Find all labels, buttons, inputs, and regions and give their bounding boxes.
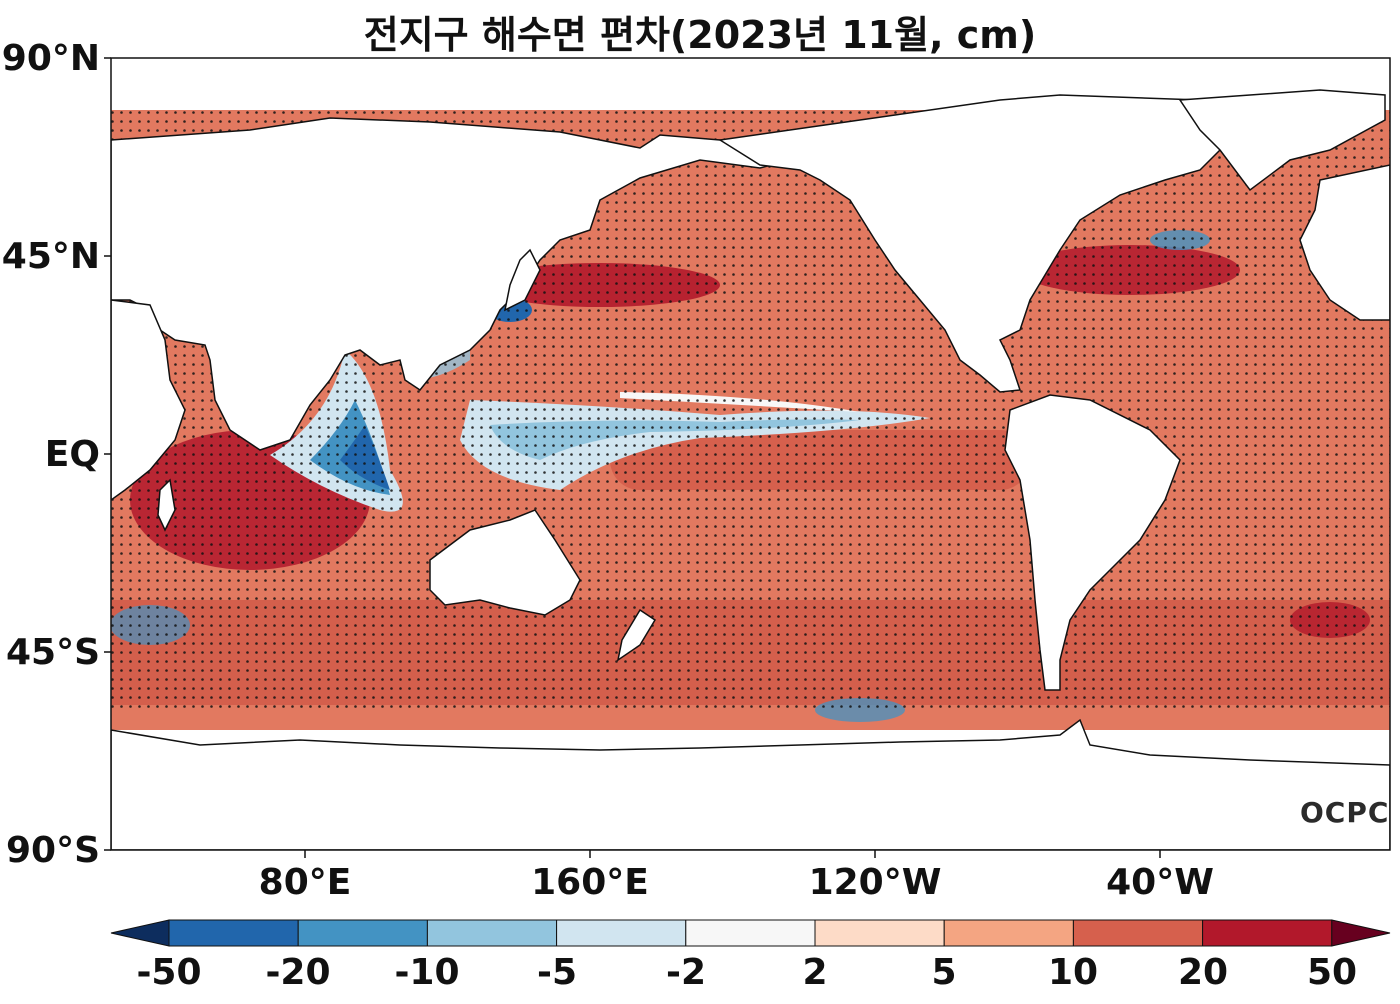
colorbar-extend-high	[1331, 919, 1391, 947]
colorbar-tick-label: -5	[537, 952, 577, 993]
lon-label-120w: 120°W	[808, 862, 942, 903]
lon-label-40w: 40°W	[1106, 862, 1214, 903]
ocpc-logo: OCPC	[1300, 796, 1390, 829]
colorbar-tick-label: 20	[1177, 952, 1229, 993]
colorbar-segment	[168, 919, 299, 947]
colorbar-tick-label: 50	[1306, 952, 1358, 993]
new-zealand	[616, 608, 657, 662]
lon-label-80e: 80°E	[258, 862, 352, 903]
greenland	[1178, 89, 1386, 192]
colorbar-segment	[1202, 919, 1333, 947]
colorbar-tick-label: -10	[394, 952, 460, 993]
australia	[429, 509, 581, 616]
japan	[503, 248, 541, 312]
sea-level-field	[111, 89, 1390, 850]
colorbar-segment	[297, 919, 428, 947]
colorbar-tick-label: -20	[265, 952, 331, 993]
colorbar-tick-label: 10	[1047, 952, 1099, 993]
colorbar-tick-label: -2	[666, 952, 706, 993]
colorbar-tick-label: 5	[931, 952, 957, 993]
colorbar-segment	[685, 919, 816, 947]
colorbar-segment	[1072, 919, 1204, 947]
colorbar-tick-label: -50	[136, 952, 202, 993]
eurasia	[111, 117, 793, 451]
colorbar-segment	[556, 919, 687, 947]
lat-ticks	[104, 57, 111, 851]
lat-label-90n: 90°N	[1, 38, 100, 79]
colorbar-segment	[814, 919, 945, 947]
lon-label-160e: 160°E	[531, 862, 649, 903]
map-title: 전지구 해수면 편차(2023년 11월, cm)	[363, 13, 1037, 57]
lat-label-45s: 45°S	[5, 632, 100, 673]
lat-label-45n: 45°N	[1, 236, 100, 277]
colorbar-segment	[943, 919, 1074, 947]
east-africa	[111, 299, 186, 501]
europe-edge	[1299, 164, 1390, 321]
colorbar	[110, 919, 1391, 947]
colorbar-segment	[426, 919, 558, 947]
lon-ticks	[304, 850, 1161, 858]
lat-label-90s: 90°S	[5, 830, 100, 871]
land	[111, 89, 1390, 850]
lat-label-eq: EQ	[44, 434, 100, 475]
madagascar	[157, 478, 176, 532]
south-america	[1004, 394, 1181, 691]
colorbar-tick-label: 2	[802, 952, 828, 993]
antarctica	[111, 718, 1390, 850]
colorbar-extend-low	[110, 919, 170, 947]
